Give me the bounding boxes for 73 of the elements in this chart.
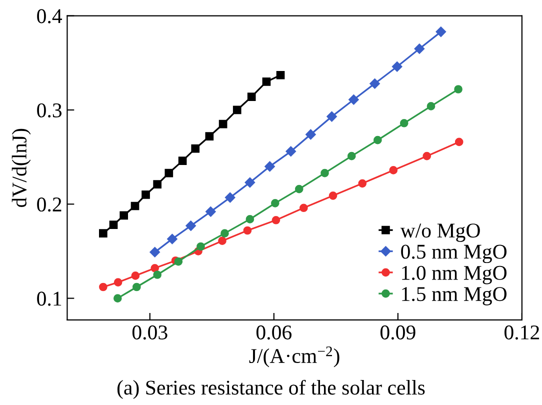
y-tick-label: 0.2 — [37, 198, 62, 212]
legend-label: 0.5 nm MgO — [401, 244, 507, 264]
point — [426, 102, 436, 110]
y-tick-label: 0.4 — [37, 9, 62, 24]
point — [320, 168, 329, 178]
point — [132, 282, 141, 292]
x-tick-label: 0.09 — [380, 325, 416, 340]
point — [454, 85, 462, 94]
point — [120, 211, 128, 220]
y-axis-title: dV/d(lnJ) — [12, 128, 31, 208]
point — [400, 118, 408, 128]
x-axis-title: J/(A·cm$^{−2}$) — [249, 346, 340, 368]
point — [454, 138, 464, 146]
point — [436, 26, 446, 37]
y-tick-label: 0.1 — [37, 292, 62, 306]
point — [174, 257, 183, 266]
point — [286, 146, 296, 157]
point — [326, 111, 337, 122]
point — [244, 177, 256, 188]
y-tick-label: 0.3 — [37, 103, 62, 118]
point — [374, 136, 382, 144]
point — [370, 78, 380, 89]
point — [205, 132, 214, 140]
x-tick-label: 0.03 — [132, 325, 168, 340]
point — [131, 272, 140, 280]
point — [246, 215, 254, 224]
point — [294, 184, 304, 194]
legend-label: w/o MgO — [400, 224, 480, 242]
x-tick-label: 0.12 — [504, 325, 540, 340]
point — [113, 294, 122, 302]
point — [153, 180, 162, 189]
point — [130, 202, 140, 210]
point — [153, 270, 162, 279]
point — [358, 179, 367, 188]
legend-label: 1.0 nm MgO — [402, 266, 507, 284]
point — [150, 264, 160, 272]
x-tick-label: 0.06 — [256, 325, 292, 340]
point — [114, 278, 122, 286]
point — [247, 92, 256, 101]
point — [167, 234, 178, 244]
point — [142, 190, 150, 199]
point — [422, 152, 432, 160]
point — [164, 168, 174, 178]
point — [306, 129, 316, 140]
point — [232, 106, 242, 114]
point — [186, 220, 196, 231]
point — [264, 161, 275, 172]
point — [389, 166, 398, 174]
point — [218, 236, 226, 246]
point — [347, 152, 356, 160]
point — [150, 247, 160, 258]
point — [224, 192, 236, 203]
point — [328, 191, 338, 200]
point — [220, 229, 229, 238]
point — [109, 220, 118, 230]
point — [196, 242, 205, 251]
point — [272, 216, 280, 224]
point — [276, 70, 285, 80]
point — [191, 144, 200, 153]
point — [392, 62, 402, 72]
point — [243, 226, 252, 235]
point — [99, 282, 108, 292]
point — [348, 94, 359, 105]
point — [262, 78, 271, 86]
point — [99, 229, 108, 238]
point — [300, 204, 308, 212]
text: (a) Series resistance of the solar cells — [117, 380, 425, 399]
point — [414, 44, 425, 54]
legend-label: 1.5 nm MgO — [402, 287, 507, 306]
point — [270, 199, 280, 208]
point — [218, 120, 228, 128]
point — [178, 156, 187, 165]
point — [206, 206, 216, 217]
